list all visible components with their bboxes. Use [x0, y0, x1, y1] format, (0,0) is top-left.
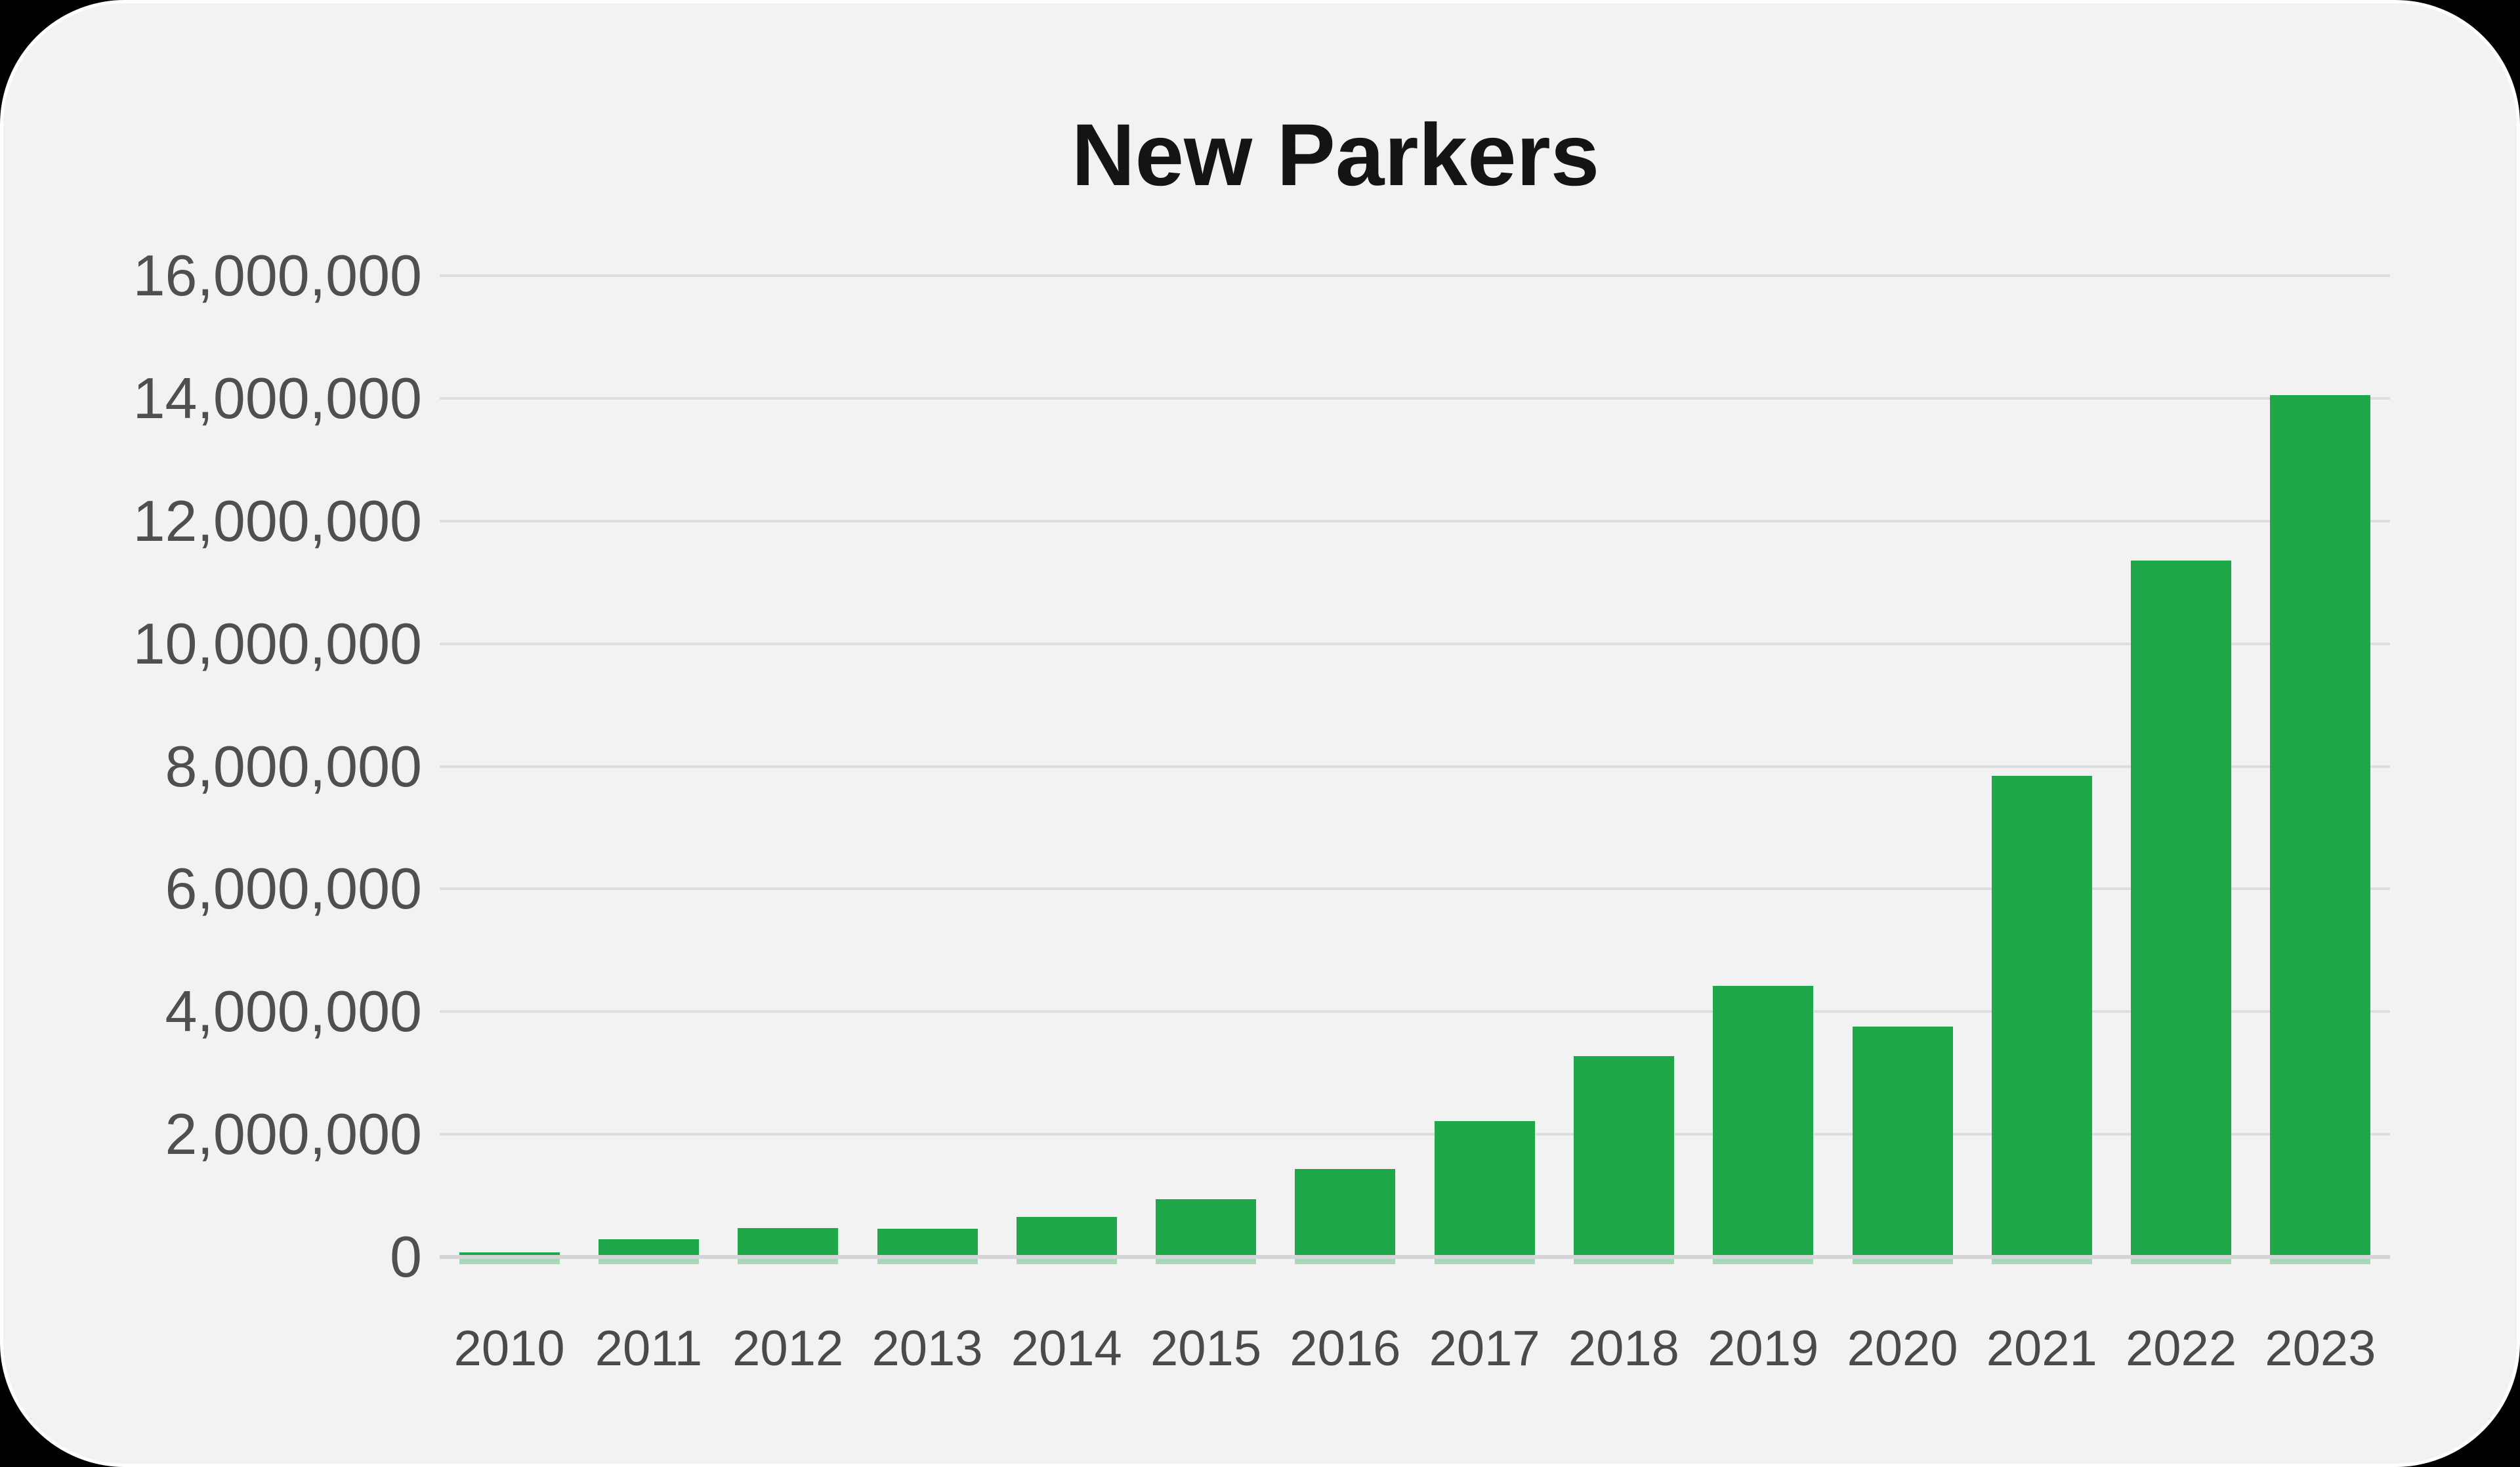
bar-reflection-2011 [598, 1259, 699, 1264]
bar-reflection-2022 [2131, 1259, 2232, 1264]
y-axis-tick-label-8000000: 8,000,000 [165, 733, 423, 799]
bar-2015 [1156, 1199, 1257, 1257]
x-axis-tick-label-2011: 2011 [595, 1321, 703, 1376]
gridline-16000000 [440, 274, 2390, 277]
bar-reflection-2020 [1852, 1259, 1953, 1264]
y-axis-tick-label-10000000: 10,000,000 [133, 610, 422, 676]
y-axis-tick-label-14000000: 14,000,000 [133, 365, 422, 431]
bar-reflection-2023 [2270, 1259, 2371, 1264]
x-axis-tick-label-2012: 2012 [732, 1321, 844, 1376]
bar-2010 [459, 1252, 560, 1257]
y-axis-tick-label-0: 0 [390, 1224, 422, 1289]
x-axis-tick-label-2019: 2019 [1708, 1321, 1819, 1376]
gridline-8000000 [440, 765, 2390, 768]
x-axis-tick-label-2013: 2013 [872, 1321, 983, 1376]
y-axis-tick-label-6000000: 6,000,000 [165, 856, 423, 922]
bar-reflection-2010 [459, 1259, 560, 1264]
x-axis-tick-label-2010: 2010 [453, 1321, 565, 1376]
bar-2018 [1573, 1055, 1674, 1257]
y-axis-tick-label-16000000: 16,000,000 [133, 243, 422, 308]
y-axis-tick-label-2000000: 2,000,000 [165, 1101, 423, 1167]
x-axis-tick-label-2022: 2022 [2126, 1321, 2237, 1376]
gridline-2000000 [440, 1133, 2390, 1136]
gridline-4000000 [440, 1010, 2390, 1013]
x-axis-tick-label-2014: 2014 [1011, 1321, 1122, 1376]
y-axis-tick-label-12000000: 12,000,000 [133, 488, 422, 553]
bar-reflection-2018 [1573, 1259, 1674, 1264]
x-axis-tick-label-2021: 2021 [1986, 1321, 2097, 1376]
y-axis-tick-label-4000000: 4,000,000 [165, 979, 423, 1044]
bar-reflection-2013 [877, 1259, 978, 1264]
bar-2022 [2131, 561, 2232, 1257]
x-axis-tick-label-2020: 2020 [1847, 1321, 1958, 1376]
bar-reflection-2021 [1991, 1259, 2092, 1264]
chart-title: New Parkers [1071, 106, 1600, 204]
bar-2014 [1016, 1217, 1117, 1257]
gridline-12000000 [440, 519, 2390, 522]
bar-2021 [1991, 775, 2092, 1257]
bar-reflection-2019 [1713, 1259, 1814, 1264]
bar-2011 [598, 1239, 699, 1257]
bar-reflection-2015 [1156, 1259, 1257, 1264]
x-axis-baseline [440, 1255, 2390, 1259]
x-axis-tick-label-2016: 2016 [1290, 1321, 1401, 1376]
bar-reflection-2014 [1016, 1259, 1117, 1264]
gridline-14000000 [440, 396, 2390, 400]
bar-2012 [738, 1228, 839, 1257]
x-axis-tick-label-2017: 2017 [1429, 1321, 1540, 1376]
x-axis-tick-label-2018: 2018 [1568, 1321, 1679, 1376]
bar-reflection-2016 [1295, 1259, 1396, 1264]
plot-area [440, 274, 2390, 1264]
gridline-10000000 [440, 642, 2390, 645]
x-axis-tick-label-2015: 2015 [1150, 1321, 1262, 1376]
bar-2020 [1852, 1026, 1953, 1257]
bar-2019 [1713, 986, 1814, 1257]
bar-2017 [1434, 1120, 1535, 1257]
bar-reflection-2017 [1434, 1259, 1535, 1264]
bar-reflection-2012 [738, 1259, 839, 1264]
bar-2016 [1295, 1169, 1396, 1257]
bar-2023 [2270, 395, 2371, 1257]
gridline-6000000 [440, 887, 2390, 891]
bar-2013 [877, 1229, 978, 1257]
x-axis-tick-label-2023: 2023 [2265, 1321, 2376, 1376]
